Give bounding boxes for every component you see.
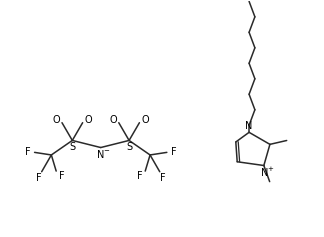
Text: F: F — [25, 147, 30, 157]
Text: F: F — [36, 173, 42, 182]
Text: +: + — [268, 166, 273, 172]
Text: O: O — [85, 115, 92, 125]
Text: F: F — [137, 171, 142, 181]
Text: S: S — [69, 142, 75, 152]
Text: N: N — [245, 121, 253, 131]
Text: F: F — [59, 171, 65, 181]
Text: F: F — [159, 173, 165, 182]
Text: N: N — [97, 150, 104, 160]
Text: O: O — [141, 115, 149, 125]
Text: O: O — [109, 115, 117, 125]
Text: −: − — [103, 148, 109, 154]
Text: F: F — [171, 147, 177, 157]
Text: N: N — [261, 168, 269, 178]
Text: S: S — [126, 142, 132, 152]
Text: O: O — [52, 115, 60, 125]
